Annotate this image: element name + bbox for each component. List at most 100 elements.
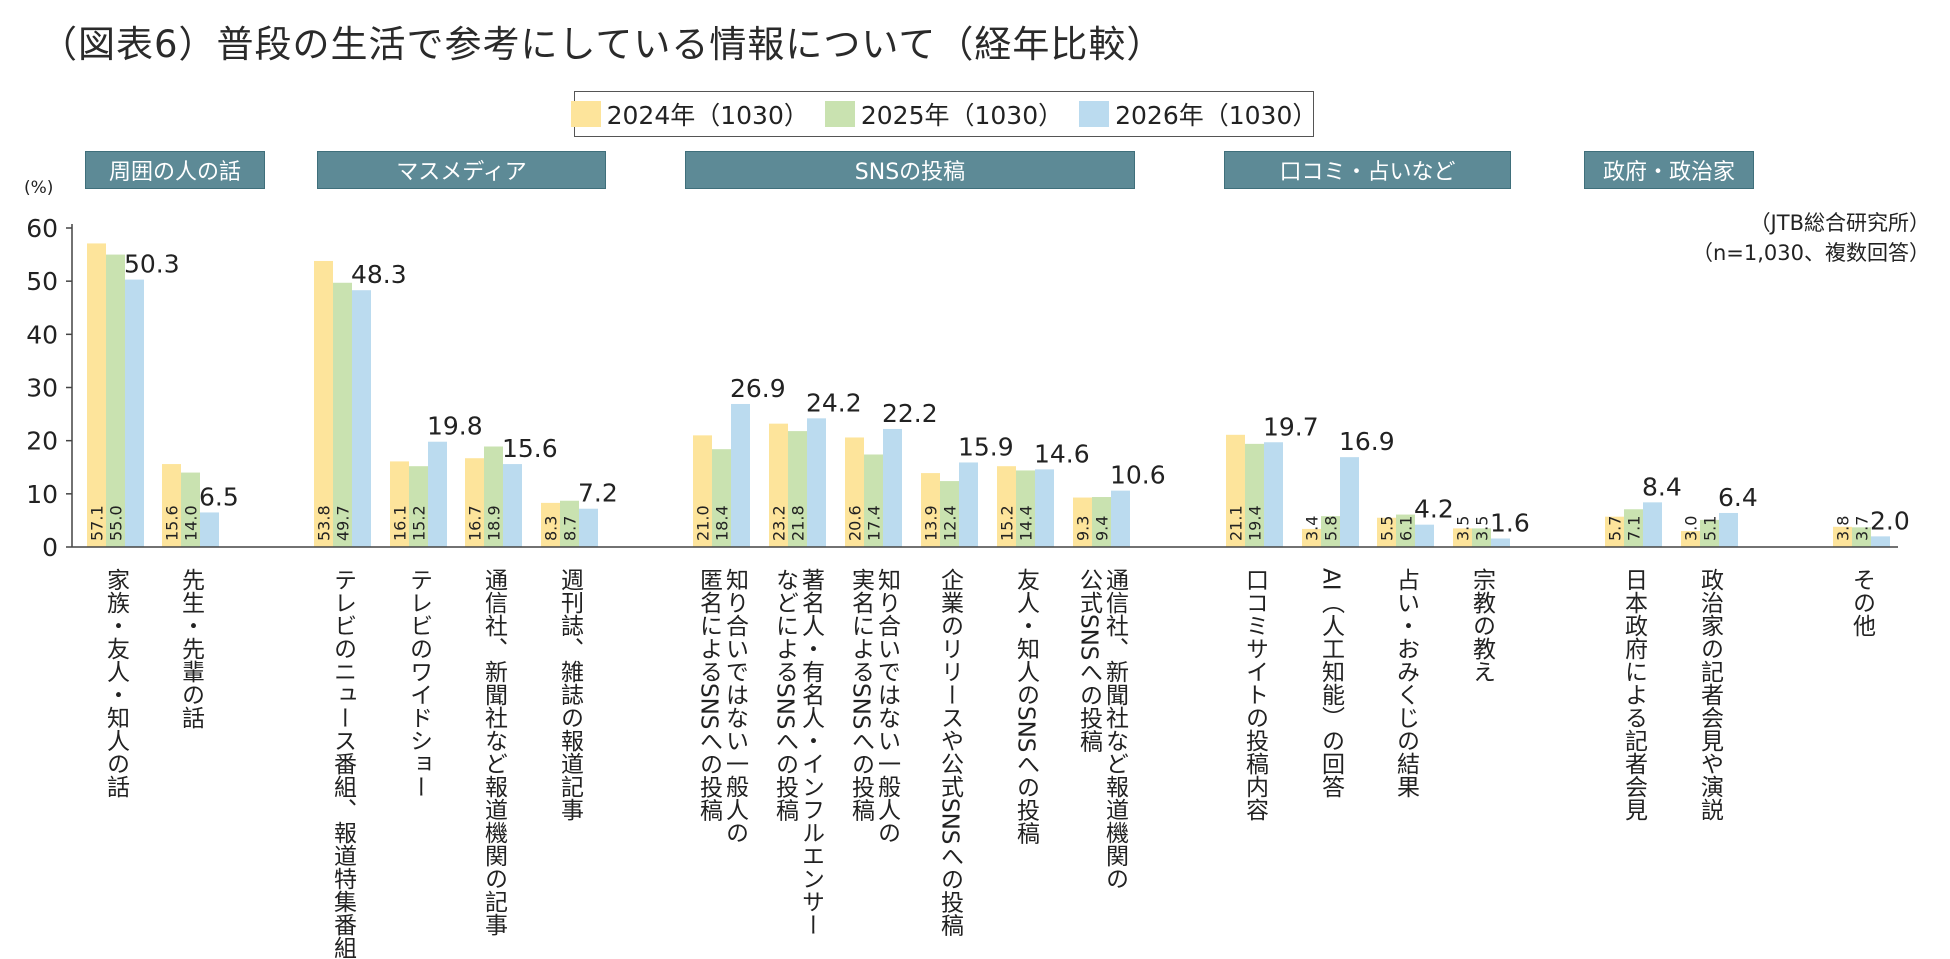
category-label-line: テレビのワイドショー — [405, 568, 432, 798]
category-label-line: 先生・先輩の話 — [177, 568, 204, 729]
category-label: 通信社、新聞社など報道機関の記事 — [481, 568, 507, 936]
data-label-2024: 23.2 — [770, 505, 789, 541]
category-label: 日本政府による記者会見 — [1621, 568, 1647, 821]
category-label: 通信社、新聞社など報道機関の 公式SNSへの投稿 — [1076, 568, 1128, 890]
bar-2025 — [712, 449, 731, 547]
category-label-line: 実名によるSNSへの投稿 — [847, 568, 874, 822]
bar-2026 — [428, 441, 447, 547]
bar-2024 — [1453, 528, 1472, 547]
legend-swatch-2025 — [824, 101, 855, 127]
bar-2024 — [465, 458, 484, 547]
data-label-2025: 12.4 — [941, 505, 960, 541]
data-label-2025: 55.0 — [107, 505, 126, 541]
category-label-line: 知り合いではない一般人の — [873, 568, 900, 844]
bar-2025 — [788, 431, 807, 547]
bar-2026 — [1491, 538, 1510, 547]
bar-2024 — [845, 437, 864, 547]
data-label-2024: 5.5 — [1378, 516, 1397, 541]
bar-2024 — [921, 473, 940, 547]
bar-2026 — [503, 464, 522, 547]
data-label-2024: 16.7 — [466, 505, 485, 541]
data-label-2024: 5.7 — [1606, 516, 1625, 541]
data-label-2026: 7.2 — [578, 479, 618, 508]
category-label: AI（人工知能）の回答 — [1318, 568, 1344, 798]
category-label-line: 通信社、新聞社など報道機関の — [1101, 568, 1128, 890]
bar-2025 — [484, 446, 503, 547]
bar-2024 — [541, 502, 560, 547]
bar-2024 — [1681, 531, 1700, 547]
data-label-2026: 15.6 — [502, 434, 558, 463]
data-label-2026: 15.9 — [958, 432, 1014, 461]
bar-2026 — [807, 418, 826, 547]
bar-2025 — [1624, 509, 1643, 547]
bar-2026 — [1264, 442, 1283, 547]
bar-2025 — [1396, 514, 1415, 547]
data-label-2025: 17.4 — [865, 505, 884, 541]
data-label-2026: 6.4 — [1718, 483, 1758, 512]
category-label-line: 家族・友人・知人の話 — [102, 568, 129, 798]
chart-title: （図表6）普段の生活で参考にしている情報について（経年比較） — [40, 23, 1165, 66]
data-label-2026: 1.6 — [1490, 508, 1530, 537]
data-label-2024: 21.1 — [1227, 505, 1246, 541]
y-tick-label: 20 — [26, 427, 58, 456]
bar-2026 — [883, 428, 902, 547]
legend-item-2024: 2024年（1030） — [570, 96, 809, 132]
category-label-line: 口コミサイトの投稿内容 — [1241, 568, 1268, 821]
category-label: 企業のリリースや公式SNSへの投稿 — [937, 568, 963, 936]
bar-2025 — [940, 481, 959, 547]
y-tick-label: 50 — [26, 267, 58, 296]
data-label-2025: 14.4 — [1017, 505, 1036, 541]
source-line-1: （JTB総合研究所） — [1749, 211, 1930, 235]
category-label: 知り合いではない一般人の 匿名によるSNSへの投稿 — [696, 568, 748, 844]
category-label-line: 占い・おみくじの結果 — [1392, 568, 1419, 798]
data-label-2024: 57.1 — [88, 505, 107, 541]
bar-2026 — [1415, 524, 1434, 547]
category-label: その他 — [1849, 568, 1875, 637]
bar-2026 — [1719, 512, 1738, 547]
bar-2026 — [1643, 502, 1662, 547]
bar-2024 — [769, 423, 788, 547]
category-label-line: 週刊誌、雑誌の報道記事 — [556, 568, 583, 821]
bar-2024 — [390, 461, 409, 547]
y-tick-label: 60 — [26, 214, 58, 243]
category-label: 知り合いではない一般人の 実名によるSNSへの投稿 — [848, 568, 900, 844]
data-label-2026: 4.2 — [1414, 495, 1454, 524]
bar-2025 — [864, 454, 883, 547]
data-label-2024: 9.3 — [1074, 516, 1093, 541]
category-label-line: 企業のリリースや公式SNSへの投稿 — [936, 568, 963, 937]
category-label-line: 友人・知人のSNSへの投稿 — [1012, 568, 1039, 845]
category-label: 友人・知人のSNSへの投稿 — [1013, 568, 1039, 844]
group-tag-sns: SNSの投稿 — [685, 151, 1135, 189]
data-label-2026: 22.2 — [882, 399, 938, 428]
category-label: 著名人・有名人・インフルエンサー などによるSNSへの投稿 — [772, 568, 824, 936]
data-label-2024: 53.8 — [315, 505, 334, 541]
data-label-2025: 15.2 — [410, 505, 429, 541]
bar-2024 — [162, 464, 181, 547]
y-tick-label: 0 — [42, 533, 58, 562]
category-label: テレビのニュース番組、報道特集番組 — [330, 568, 356, 959]
category-label-line: 知り合いではない一般人の — [721, 568, 748, 844]
data-label-2024: 15.6 — [163, 505, 182, 541]
data-label-2025: 14.0 — [182, 505, 201, 541]
data-label-2025: 6.1 — [1397, 516, 1416, 541]
group-tag-mass-media: マスメディア — [317, 151, 606, 189]
y-axis-unit: (%) — [24, 178, 54, 198]
data-label-2025: 49.7 — [334, 505, 353, 541]
bar-2024 — [87, 243, 106, 547]
category-label: 宗教の教え — [1469, 568, 1495, 683]
data-label-2026: 50.3 — [124, 250, 180, 279]
y-tick-label: 10 — [26, 480, 58, 509]
category-label: テレビのワイドショー — [406, 568, 432, 798]
bar-2025 — [333, 282, 352, 547]
y-tick-label: 30 — [26, 374, 58, 403]
bar-2025 — [106, 254, 125, 548]
bar-2024 — [1377, 517, 1396, 547]
bar-2026 — [125, 279, 144, 547]
data-label-2024: 13.9 — [922, 505, 941, 541]
data-label-2026: 19.8 — [427, 412, 483, 441]
legend-item-2026: 2026年（1030） — [1079, 96, 1317, 132]
legend-swatch-2024 — [570, 101, 601, 127]
data-label-2025: 19.4 — [1246, 505, 1265, 541]
data-label-2024: 3.5 — [1454, 516, 1473, 541]
group-tag-government: 政府・政治家 — [1584, 151, 1754, 189]
